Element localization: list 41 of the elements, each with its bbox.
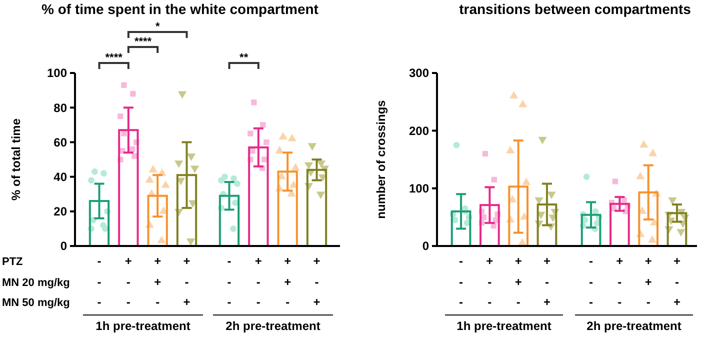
x-tick-label: + - + bbox=[673, 254, 680, 310]
y-tick-label: 300 bbox=[408, 66, 430, 80]
y-tick-label: 20 bbox=[54, 204, 68, 219]
x-tick-label: + + - bbox=[644, 254, 652, 310]
x-tick-label: + - - bbox=[124, 254, 132, 310]
y-tick-label: 40 bbox=[54, 170, 68, 184]
x-tick-label: - - - bbox=[459, 254, 464, 310]
x-tick-label: - - - bbox=[227, 254, 232, 310]
y-tick-label: 80 bbox=[54, 100, 68, 115]
y-axis-title: % of total time bbox=[9, 118, 23, 201]
x-tick-label: + + - bbox=[154, 254, 162, 310]
text: PTZ bbox=[2, 256, 24, 268]
y-tick-label: 60 bbox=[54, 135, 68, 150]
x-tick-label: + + - bbox=[514, 254, 522, 310]
x-tick-label: + - + bbox=[313, 254, 320, 310]
x-tick-label: + - + bbox=[183, 254, 190, 310]
x-tick-label: + + - bbox=[284, 254, 292, 310]
y-tick-label: 100 bbox=[408, 182, 430, 196]
x-tick-label: + - - bbox=[616, 254, 624, 310]
text: MN 50 mg/kg bbox=[2, 296, 70, 309]
x-tick-label: + - - bbox=[486, 254, 494, 310]
text: MN 20 mg/kg bbox=[2, 276, 70, 289]
x-axis-title: 2h pre-treatment bbox=[586, 319, 682, 333]
y-tick-label: 0 bbox=[60, 239, 68, 254]
y-tick-label: 0 bbox=[422, 239, 430, 254]
y-tick-label: 200 bbox=[408, 124, 430, 138]
chart-title: transitions between compartments bbox=[459, 1, 692, 17]
x-axis-title: 2h pre-treatment bbox=[226, 319, 320, 333]
x-tick-label: + - + bbox=[543, 254, 550, 310]
x-tick-label: - - - bbox=[589, 254, 594, 310]
x-tick-label: - - - bbox=[97, 254, 102, 310]
x-axis-title: 1h pre-treatment bbox=[96, 319, 190, 333]
text: **** bbox=[105, 52, 124, 64]
text: ** bbox=[240, 52, 249, 64]
y-axis-title: number of crossings bbox=[374, 100, 388, 219]
chart-title: % of time spent in the white compartment bbox=[42, 1, 319, 17]
text: * bbox=[155, 21, 160, 33]
y-tick-label: 100 bbox=[46, 66, 68, 80]
x-tick-label: + - - bbox=[254, 254, 262, 310]
text: **** bbox=[134, 36, 152, 48]
x-axis-title: 1h pre-treatment bbox=[456, 319, 552, 333]
